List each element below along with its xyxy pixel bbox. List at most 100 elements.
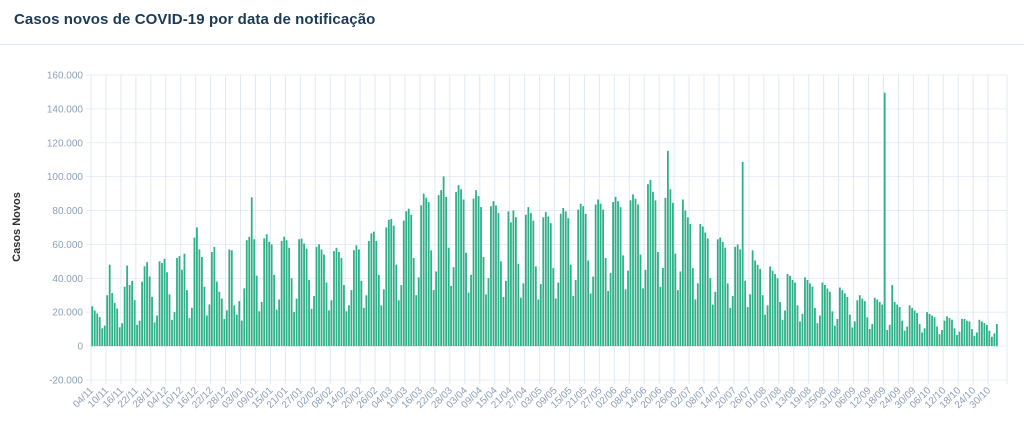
- bar-daily-cases[interactable]: [532, 220, 535, 347]
- bar-daily-cases[interactable]: [823, 285, 826, 347]
- bar-daily-cases[interactable]: [510, 222, 512, 347]
- bar-daily-cases[interactable]: [365, 295, 368, 347]
- bar-daily-cases[interactable]: [602, 209, 605, 347]
- bar-daily-cases[interactable]: [205, 315, 208, 347]
- bar-daily-cases[interactable]: [542, 217, 545, 347]
- bar-daily-cases[interactable]: [527, 207, 530, 347]
- bar-daily-cases[interactable]: [462, 199, 465, 347]
- bar-daily-cases[interactable]: [230, 250, 233, 347]
- bar-daily-cases[interactable]: [669, 189, 672, 347]
- bar-daily-cases[interactable]: [622, 255, 624, 347]
- bar-daily-cases[interactable]: [320, 249, 323, 347]
- bar-daily-cases[interactable]: [951, 319, 953, 347]
- bar-daily-cases[interactable]: [716, 239, 719, 347]
- bar-daily-cases[interactable]: [985, 324, 988, 347]
- bar-daily-cases[interactable]: [771, 270, 774, 347]
- bar-daily-cases[interactable]: [676, 290, 679, 347]
- bar-daily-cases[interactable]: [756, 264, 759, 347]
- bar-daily-cases[interactable]: [382, 289, 385, 347]
- bar-daily-cases[interactable]: [916, 312, 919, 347]
- bar-daily-cases[interactable]: [188, 318, 191, 347]
- bar-daily-cases[interactable]: [980, 321, 983, 347]
- bar-daily-cases[interactable]: [990, 336, 993, 347]
- bar-daily-cases[interactable]: [691, 268, 694, 347]
- bar-daily-cases[interactable]: [372, 231, 375, 347]
- bar-daily-cases[interactable]: [769, 266, 771, 347]
- bar-daily-cases[interactable]: [811, 286, 814, 347]
- bar-daily-cases[interactable]: [220, 298, 223, 347]
- bar-daily-cases[interactable]: [766, 305, 769, 347]
- bar-daily-cases[interactable]: [108, 264, 111, 347]
- bar-daily-cases[interactable]: [976, 332, 978, 347]
- bar-daily-cases[interactable]: [704, 232, 707, 347]
- bar-daily-cases[interactable]: [422, 193, 425, 347]
- bar-daily-cases[interactable]: [353, 250, 355, 347]
- bar-daily-cases[interactable]: [826, 288, 829, 347]
- bar-daily-cases[interactable]: [338, 251, 340, 347]
- bar-daily-cases[interactable]: [724, 247, 727, 347]
- bar-daily-cases[interactable]: [549, 223, 552, 347]
- bar-daily-cases[interactable]: [809, 283, 811, 347]
- bar-daily-cases[interactable]: [380, 305, 383, 347]
- bar-daily-cases[interactable]: [873, 297, 876, 347]
- bar-daily-cases[interactable]: [435, 271, 438, 347]
- bar-daily-cases[interactable]: [657, 251, 659, 347]
- bar-daily-cases[interactable]: [91, 306, 94, 347]
- bar-daily-cases[interactable]: [280, 240, 283, 347]
- bar-daily-cases[interactable]: [836, 318, 839, 347]
- bar-daily-cases[interactable]: [298, 239, 300, 347]
- bar-daily-cases[interactable]: [283, 236, 286, 347]
- bar-daily-cases[interactable]: [223, 318, 226, 347]
- bar-daily-cases[interactable]: [485, 294, 487, 347]
- bar-daily-cases[interactable]: [440, 190, 443, 347]
- bar-daily-cases[interactable]: [529, 213, 532, 347]
- bar-daily-cases[interactable]: [612, 202, 614, 347]
- bar-daily-cases[interactable]: [978, 319, 981, 347]
- bar-daily-cases[interactable]: [101, 328, 104, 347]
- bar-daily-cases[interactable]: [804, 277, 806, 347]
- bar-daily-cases[interactable]: [699, 224, 702, 347]
- bar-daily-cases[interactable]: [427, 202, 430, 347]
- bar-daily-cases[interactable]: [432, 290, 435, 347]
- bar-daily-cases[interactable]: [896, 304, 899, 347]
- bar-daily-cases[interactable]: [362, 307, 365, 347]
- bar-daily-cases[interactable]: [774, 274, 776, 347]
- bar-daily-cases[interactable]: [599, 203, 602, 347]
- bar-daily-cases[interactable]: [853, 321, 856, 347]
- bar-daily-cases[interactable]: [163, 258, 166, 347]
- bar-daily-cases[interactable]: [191, 307, 193, 347]
- bar-daily-cases[interactable]: [183, 253, 186, 347]
- bar-daily-cases[interactable]: [210, 251, 213, 347]
- bar-daily-cases[interactable]: [228, 249, 231, 347]
- bar-daily-cases[interactable]: [507, 211, 510, 347]
- bar-daily-cases[interactable]: [290, 278, 293, 347]
- bar-daily-cases[interactable]: [367, 240, 370, 347]
- bar-daily-cases[interactable]: [617, 201, 619, 347]
- bar-daily-cases[interactable]: [579, 203, 582, 347]
- bar-daily-cases[interactable]: [983, 323, 986, 347]
- bar-daily-cases[interactable]: [186, 290, 188, 347]
- bar-daily-cases[interactable]: [784, 310, 786, 347]
- bar-daily-cases[interactable]: [263, 238, 266, 347]
- bar-daily-cases[interactable]: [437, 195, 440, 347]
- bar-daily-cases[interactable]: [103, 325, 106, 347]
- bar-daily-cases[interactable]: [639, 254, 642, 347]
- bar-daily-cases[interactable]: [789, 275, 791, 347]
- bar-daily-cases[interactable]: [589, 293, 592, 347]
- bar-daily-cases[interactable]: [215, 281, 218, 347]
- bar-daily-cases[interactable]: [961, 318, 963, 347]
- bar-daily-cases[interactable]: [584, 213, 587, 347]
- bar-daily-cases[interactable]: [390, 218, 393, 347]
- bar-daily-cases[interactable]: [649, 179, 652, 347]
- bar-daily-cases[interactable]: [679, 271, 682, 347]
- bar-daily-cases[interactable]: [721, 241, 724, 347]
- bar-daily-cases[interactable]: [537, 299, 540, 347]
- bar-daily-cases[interactable]: [505, 280, 507, 347]
- bar-daily-cases[interactable]: [821, 282, 824, 347]
- bar-daily-cases[interactable]: [619, 207, 622, 347]
- bar-daily-cases[interactable]: [848, 314, 851, 347]
- bar-daily-cases[interactable]: [534, 266, 537, 347]
- bar-daily-cases[interactable]: [843, 293, 846, 347]
- bar-daily-cases[interactable]: [694, 299, 697, 347]
- bar-daily-cases[interactable]: [196, 227, 198, 347]
